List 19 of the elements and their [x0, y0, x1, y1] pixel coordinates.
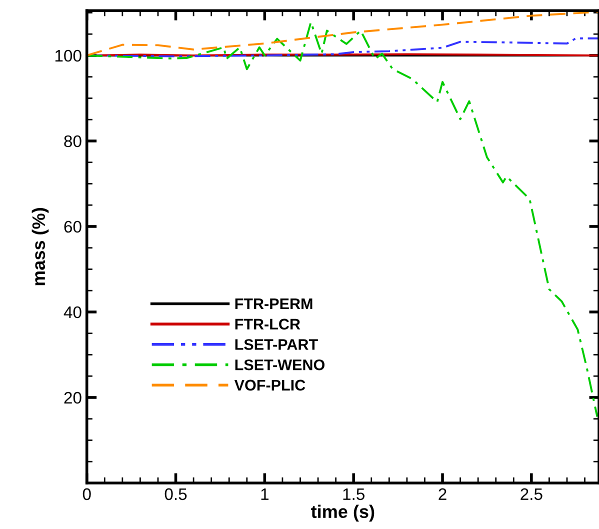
- x-tick-label: 0: [82, 488, 91, 500]
- x-tick-label: 2.5: [520, 488, 542, 500]
- y-axis-title: mass (%): [32, 208, 49, 286]
- legend-label: VOF-PLIC: [234, 380, 306, 391]
- line-series: [86, 21, 598, 418]
- y-tick-label: 100: [55, 50, 82, 62]
- legend-label: LSET-PART: [235, 339, 318, 350]
- y-tick-label: 40: [64, 306, 82, 318]
- y-tick-label: 20: [64, 392, 82, 404]
- x-tick-label: 0.5: [164, 488, 187, 500]
- legend-label: FTR-PERM: [235, 298, 312, 310]
- y-tick-label: 80: [64, 135, 82, 148]
- x-tick-label: 2: [438, 488, 446, 500]
- legend-label: FTR-LCR: [235, 318, 300, 330]
- x-axis-title: time (s): [311, 504, 374, 522]
- legend-label: LSET-WENO: [235, 359, 324, 370]
- x-tick-label: 1: [261, 488, 269, 500]
- y-tick-label: 60: [64, 220, 82, 233]
- x-tick-label: 1.5: [343, 488, 364, 500]
